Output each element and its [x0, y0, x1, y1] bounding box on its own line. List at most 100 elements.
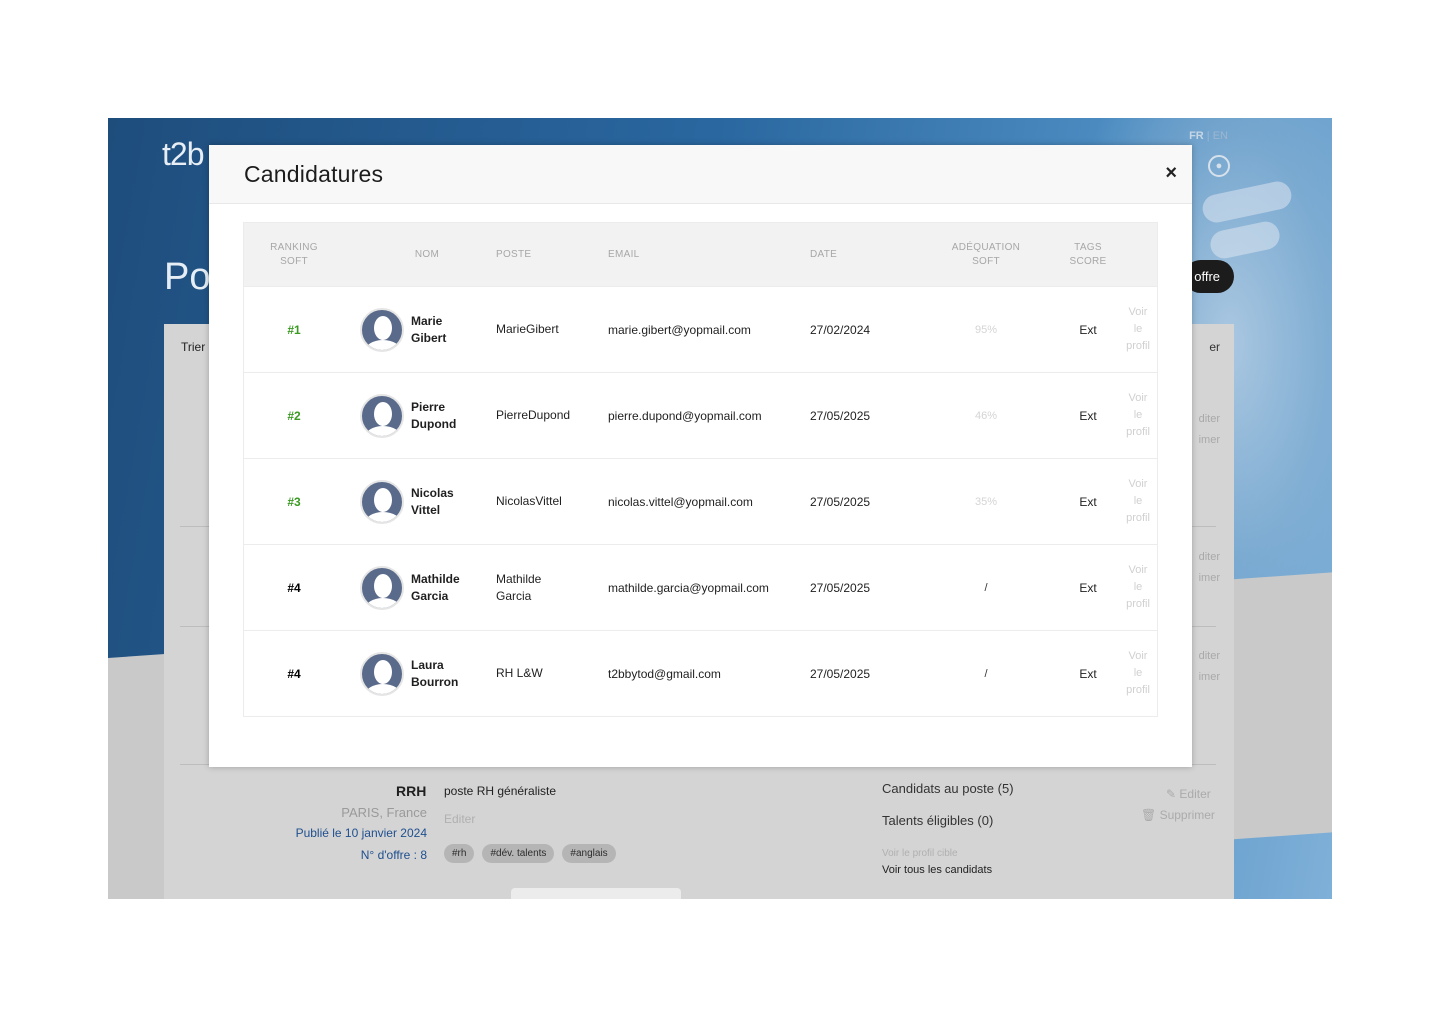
tag-chip[interactable]: #anglais [562, 844, 616, 863]
rank-value: #2 [287, 408, 301, 423]
table-row: #4 Mathilde Garcia Mathilde Garcia mathild… [244, 544, 1157, 630]
delete-offer-link[interactable]: 🗑 Supprimer [1141, 808, 1215, 822]
job-title: RRH [396, 783, 427, 799]
first-name: Nicolas [411, 485, 454, 500]
delete-offer-label: Supprimer [1159, 808, 1215, 822]
poste-value: PierreDupond [496, 408, 571, 422]
modal-header: Candidatures × [209, 145, 1192, 204]
trash-icon: 🗑 [1141, 808, 1160, 822]
soft-score: 95% [974, 323, 998, 336]
rank-value: #1 [287, 322, 301, 337]
col-adequation-sub: SOFT [972, 255, 1000, 267]
table-row: #1 Marie Gibert MarieGibert marie.gibert@… [244, 286, 1157, 372]
col-nom[interactable]: NOM [414, 248, 440, 260]
table-header: RANKING SOFT NOM POSTE EMAIL DATE ADÉQUAT… [244, 223, 1157, 286]
face-paint-stripe [1200, 178, 1294, 226]
lang-fr[interactable]: FR [1189, 130, 1204, 142]
candidate-name-cell[interactable]: Nicolas Vittel [344, 479, 496, 524]
edit-link[interactable]: diter [1198, 551, 1220, 563]
view-profile-link[interactable]: Voir le profil [1126, 564, 1150, 610]
candidates-link[interactable]: Candidats au poste (5) [882, 781, 1014, 796]
candidate-name: Pierre Dupond [411, 399, 456, 433]
col-adequation-soft[interactable]: ADÉQUATION SOFT [913, 241, 1059, 269]
edit-offer-link[interactable]: ✎ Editer [1166, 787, 1211, 801]
modal-title: Candidatures [244, 161, 384, 187]
close-icon[interactable]: × [1165, 162, 1177, 184]
table-row: #3 Nicolas Vittel NicolasVittel nicolas.v… [244, 458, 1157, 544]
candidate-name: Mathilde Garcia [411, 571, 460, 605]
col-date[interactable]: DATE [810, 248, 838, 260]
language-switch[interactable]: FR | EN [1189, 130, 1228, 142]
tag-chip[interactable]: #rh [444, 844, 475, 863]
date-value: 27/05/2025 [810, 408, 871, 423]
first-name: Laura [411, 657, 444, 672]
edit-link[interactable]: diter [1198, 650, 1220, 662]
rank-value: #4 [287, 580, 301, 595]
view-all-candidates-link[interactable]: Voir tous les candidats [882, 864, 993, 876]
first-name: Marie [411, 313, 443, 328]
col-tags-sub: SCORE [1069, 255, 1107, 267]
soft-score: / [984, 667, 988, 680]
col-tags-score[interactable]: TAGS SCORE [1059, 241, 1117, 269]
view-profile-link[interactable]: Voir le profil [1126, 478, 1150, 524]
lang-en[interactable]: EN [1212, 130, 1228, 142]
candidate-name-cell[interactable]: Mathilde Garcia [344, 565, 496, 610]
col-tags-label: TAGS [1074, 241, 1102, 253]
filter-label[interactable]: er [1209, 340, 1220, 354]
sort-label[interactable]: Trier [181, 340, 206, 354]
email-value: mathilde.garcia@yopmail.com [608, 580, 769, 595]
edit-offer-label: Editer [1179, 787, 1211, 801]
candidate-name-cell[interactable]: Marie Gibert [344, 307, 496, 352]
tags-score: Ext [1079, 408, 1097, 423]
candidate-name-cell[interactable]: Laura Bourron [344, 651, 496, 696]
job-published-date: Publié le 10 janvier 2024 [295, 826, 427, 840]
email-value: marie.gibert@yopmail.com [608, 322, 751, 337]
avatar [360, 393, 404, 438]
first-name: Pierre [411, 399, 446, 414]
rank-value: #4 [287, 666, 301, 681]
edit-link[interactable]: diter [1198, 413, 1220, 425]
col-ranking-soft[interactable]: RANKING SOFT [244, 241, 344, 269]
soft-score: 46% [974, 409, 998, 422]
last-name: Vittel [411, 502, 441, 517]
email-value: t2bbytod@gmail.com [608, 666, 721, 681]
view-target-profile-link[interactable]: Voir le profil cible [882, 848, 958, 859]
view-profile-link[interactable]: Voir le profil [1126, 306, 1150, 352]
poste-value: MarieGibert [496, 322, 559, 336]
face-paint-stripe [1207, 219, 1283, 261]
delete-link[interactable]: imer [1198, 572, 1220, 584]
col-poste[interactable]: POSTE [496, 248, 532, 260]
avatar [360, 479, 404, 524]
bell-icon[interactable]: ● [1208, 155, 1230, 177]
logo[interactable]: t2b [162, 136, 204, 172]
tag-chip[interactable]: #dév. talents [482, 844, 555, 863]
delete-link[interactable]: imer [1198, 671, 1220, 683]
job-offer-number: N° d'offre : 8 [360, 848, 427, 862]
create-offer-button[interactable]: offre [1184, 260, 1234, 293]
eligible-talents-link[interactable]: Talents éligibles (0) [882, 813, 994, 828]
job-edit-link[interactable]: Editer [444, 812, 476, 826]
candidate-name: Nicolas Vittel [411, 485, 454, 519]
candidatures-modal: Candidatures × RANKING SOFT NOM POSTE EMA… [209, 145, 1192, 767]
soft-score: / [984, 581, 988, 594]
col-ranking-label: RANKING [270, 241, 318, 253]
job-description: poste RH généraliste [444, 784, 557, 798]
delete-link[interactable]: imer [1198, 434, 1220, 446]
view-profile-link[interactable]: Voir le profil [1126, 392, 1150, 438]
candidate-name: Laura Bourron [411, 657, 458, 691]
soft-score: 35% [974, 495, 998, 508]
last-name: Dupond [411, 416, 457, 431]
candidate-name-cell[interactable]: Pierre Dupond [344, 393, 496, 438]
table-row: #4 Laura Bourron RH L&W t2bbytod@gmail.co… [244, 630, 1157, 716]
date-value: 27/05/2025 [810, 580, 871, 595]
date-value: 27/05/2025 [810, 666, 871, 681]
date-value: 27/05/2025 [810, 494, 871, 509]
col-adequation-label: ADÉQUATION [951, 241, 1021, 253]
job-tags: #rh #dév. talents #anglais [444, 844, 616, 863]
lang-separator: | [1203, 130, 1213, 142]
col-email[interactable]: EMAIL [608, 248, 640, 260]
bottom-button[interactable] [511, 888, 681, 899]
page-title: Po [164, 256, 211, 298]
tags-score: Ext [1079, 494, 1097, 509]
view-profile-link[interactable]: Voir le profil [1126, 650, 1150, 696]
